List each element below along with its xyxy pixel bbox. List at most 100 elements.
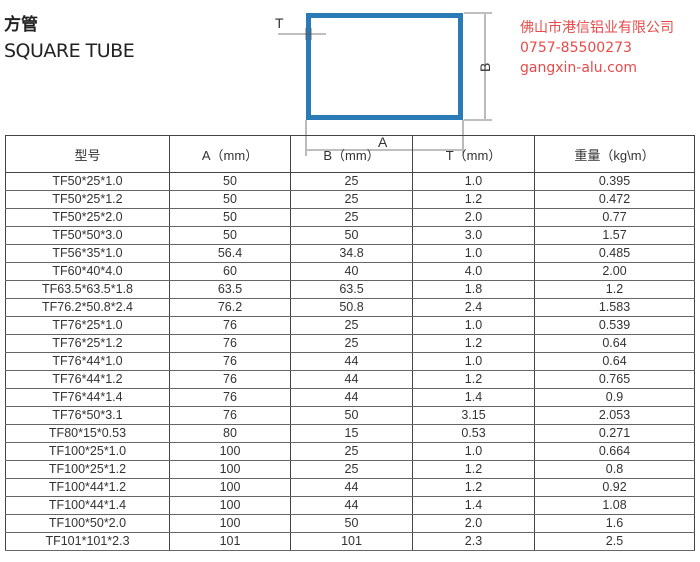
cell-a: 76 [169,370,291,389]
cell-model: TF76*50*3.1 [5,406,170,425]
table-header-row: 型号 A（mm） B（mm） T（mm） 重量（kg\m） [5,135,695,173]
cell-b: 15 [290,424,413,443]
cell-t: 3.15 [412,406,535,425]
page-title-cn: 方管 [4,15,38,34]
cell-a: 100 [169,478,291,497]
cell-weight: 0.64 [534,352,695,371]
cell-b: 40 [290,262,413,281]
table-row: TF76*25*1.0 76 25 1.0 0.539 [5,316,695,335]
col-model: 型号 [5,135,170,173]
cell-b: 25 [290,172,413,191]
cell-b: 50 [290,514,413,533]
cell-model: TF76.2*50.8*2.4 [5,298,170,317]
cell-a: 100 [169,442,291,461]
watermark: 佛山市港信铝业有限公司 0757-85500273 gangxin-alu.co… [520,18,674,78]
watermark-phone: 0757-85500273 [520,40,632,56]
table-row: TF76.2*50.8*2.4 76.2 50.8 2.4 1.583 [5,298,695,317]
cell-b: 44 [290,388,413,407]
cell-b: 25 [290,460,413,479]
cell-model: TF76*44*1.0 [5,352,170,371]
cell-model: TF76*44*1.4 [5,388,170,407]
cell-weight: 0.9 [534,388,695,407]
cell-weight: 2.5 [534,532,695,551]
table-row: TF100*25*1.2 100 25 1.2 0.8 [5,460,695,479]
col-b: B（mm） [290,135,413,173]
table-row: TF60*40*4.0 60 40 4.0 2.00 [5,262,695,281]
cell-a: 76 [169,388,291,407]
table-row: TF80*15*0.53 80 15 0.53 0.271 [5,424,695,443]
cell-b: 25 [290,190,413,209]
cell-a: 100 [169,514,291,533]
table-row: TF100*44*1.4 100 44 1.4 1.08 [5,496,695,515]
cell-t: 1.8 [412,280,535,299]
cell-model: TF50*50*3.0 [5,226,170,245]
cell-weight: 1.57 [534,226,695,245]
cell-a: 100 [169,496,291,515]
cell-b: 101 [290,532,413,551]
cell-t: 2.0 [412,208,535,227]
cell-t: 1.2 [412,190,535,209]
table-row: TF50*50*3.0 50 50 3.0 1.57 [5,226,695,245]
cell-weight: 0.77 [534,208,695,227]
cell-model: TF56*35*1.0 [5,244,170,263]
table-row: TF50*25*2.0 50 25 2.0 0.77 [5,208,695,227]
cell-model: TF50*25*1.0 [5,172,170,191]
page-title-en: SQUARE TUBE [4,40,135,62]
label-b: B [477,63,493,72]
cell-a: 76 [169,406,291,425]
watermark-site: gangxin-alu.com [520,60,638,76]
cell-model: TF100*50*2.0 [5,514,170,533]
cell-b: 25 [290,316,413,335]
table-row: TF50*25*1.0 50 25 1.0 0.395 [5,172,695,191]
cell-t: 1.2 [412,460,535,479]
cell-b: 50 [290,226,413,245]
cell-b: 50.8 [290,298,413,317]
cell-t: 1.0 [412,172,535,191]
table-row: TF101*101*2.3 101 101 2.3 2.5 [5,532,695,551]
cell-t: 1.4 [412,496,535,515]
cell-weight: 0.485 [534,244,695,263]
cell-model: TF100*44*1.4 [5,496,170,515]
table-row: TF76*44*1.2 76 44 1.2 0.765 [5,370,695,389]
col-t: T（mm） [412,135,535,173]
cell-weight: 0.765 [534,370,695,389]
table-row: TF100*44*1.2 100 44 1.2 0.92 [5,478,695,497]
cell-weight: 0.664 [534,442,695,461]
cell-weight: 1.2 [534,280,695,299]
cell-t: 1.0 [412,244,535,263]
cell-b: 50 [290,406,413,425]
col-a: A（mm） [169,135,291,173]
table-row: TF50*25*1.2 50 25 1.2 0.472 [5,190,695,209]
cell-t: 0.53 [412,424,535,443]
cell-weight: 0.271 [534,424,695,443]
cell-t: 2.3 [412,532,535,551]
cell-t: 1.2 [412,334,535,353]
cell-a: 50 [169,226,291,245]
cell-a: 76 [169,334,291,353]
cell-b: 25 [290,334,413,353]
cell-b: 25 [290,208,413,227]
cell-weight: 0.395 [534,172,695,191]
cell-t: 1.0 [412,442,535,461]
table-row: TF76*44*1.4 76 44 1.4 0.9 [5,388,695,407]
cell-a: 50 [169,208,291,227]
cell-a: 76.2 [169,298,291,317]
cell-b: 63.5 [290,280,413,299]
cell-a: 101 [169,532,291,551]
cell-a: 50 [169,172,291,191]
spec-table: 型号 A（mm） B（mm） T（mm） 重量（kg\m） TF50*25*1.… [5,135,695,551]
cell-a: 63.5 [169,280,291,299]
cell-weight: 2.00 [534,262,695,281]
cell-b: 44 [290,352,413,371]
cell-model: TF100*25*1.0 [5,442,170,461]
cell-weight: 0.64 [534,334,695,353]
cell-a: 80 [169,424,291,443]
cell-t: 1.0 [412,316,535,335]
cell-weight: 1.6 [534,514,695,533]
tube-outline [306,13,463,120]
cell-model: TF76*25*1.2 [5,334,170,353]
cell-model: TF100*25*1.2 [5,460,170,479]
cell-t: 2.4 [412,298,535,317]
cell-weight: 0.472 [534,190,695,209]
table-row: TF100*25*1.0 100 25 1.0 0.664 [5,442,695,461]
